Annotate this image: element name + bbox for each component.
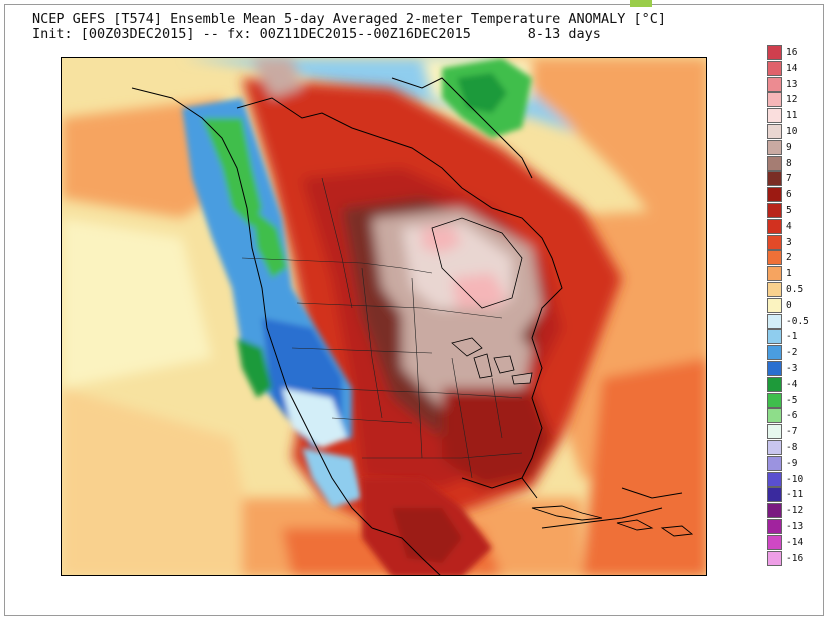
- colorbar-swatch: [767, 392, 782, 408]
- colorbar-label: 1: [786, 268, 792, 280]
- map-title: NCEP GEFS [T574] Ensemble Mean 5-day Ave…: [32, 11, 666, 27]
- colorbar-swatch: [767, 297, 782, 313]
- colorbar-swatch: [767, 487, 782, 503]
- colorbar-label: -10: [786, 473, 804, 485]
- colorbar-swatch: [767, 550, 782, 566]
- colorbar-swatch: [767, 424, 782, 440]
- political-borders: [241, 177, 523, 479]
- colorbar-label: 7: [786, 173, 792, 185]
- colorbar-swatch: [767, 187, 782, 203]
- colorbar-label: 3: [786, 236, 792, 248]
- colorbar-swatch: [767, 408, 782, 424]
- colorbar-label: 0.5: [786, 284, 804, 295]
- colorbar-swatch: [767, 534, 782, 550]
- colorbar-label: -16: [786, 552, 804, 564]
- colorbar-swatch: [767, 455, 782, 471]
- greenland-cold-anomaly: [442, 58, 532, 138]
- colorbar-label: -7: [786, 426, 798, 438]
- colorbar-label: -13: [786, 521, 804, 532]
- colorbar-label: 10: [786, 126, 798, 137]
- colorbar-swatch: [767, 60, 782, 76]
- great-lakes: [451, 337, 533, 385]
- colorbar-label: -3: [786, 363, 798, 374]
- colorbar-label: -9: [786, 457, 798, 469]
- colorbar-swatch: [767, 329, 782, 345]
- colorbar-swatch: [767, 376, 782, 392]
- colorbar-label: -14: [786, 536, 804, 548]
- colorbar-label: -1: [786, 331, 798, 343]
- colorbar-label: 4: [786, 220, 792, 232]
- colorbar-label: 8: [786, 157, 792, 169]
- coastlines: [131, 77, 683, 575]
- colorbar-swatch: [767, 155, 782, 171]
- colorbar-label: -11: [786, 489, 804, 501]
- colorbar-swatch: [767, 203, 782, 218]
- colorbar-swatch: [767, 361, 782, 376]
- colorbar-swatch: [767, 519, 782, 534]
- colorbar-swatch: [767, 92, 782, 108]
- colorbar-label: 12: [786, 94, 798, 106]
- colorbar-label: 5: [786, 205, 792, 216]
- colorbar-swatch: [767, 471, 782, 487]
- colorbar-swatch: [767, 234, 782, 250]
- colorbar-label: -12: [786, 505, 804, 517]
- colorbar-swatch: [767, 250, 782, 266]
- colorbar-swatch: [767, 503, 782, 519]
- western-cold-anomaly: [182, 98, 362, 508]
- colorbar-label: 0: [786, 299, 792, 311]
- colorbar-label: 2: [786, 252, 792, 264]
- mexico-warm-anomaly: [362, 478, 492, 575]
- caribbean-islands: [531, 505, 694, 537]
- colorbar-label: 9: [786, 141, 792, 153]
- map-subtitle: Init: [00Z03DEC2015] -- fx: 00Z11DEC2015…: [32, 26, 601, 42]
- corner-marker: [630, 0, 652, 7]
- colorbar-swatch: [767, 282, 782, 297]
- colorbar-label: 14: [786, 62, 798, 74]
- colorbar-label: -8: [786, 442, 798, 453]
- colorbar-swatch: [767, 266, 782, 282]
- colorbar-swatch: [767, 345, 782, 361]
- colorbar-label: -6: [786, 410, 798, 422]
- colorbar-swatch: [767, 45, 782, 60]
- colorbar-swatch: [767, 313, 782, 329]
- colorbar-label: 13: [786, 78, 798, 90]
- colorbar-label: 6: [786, 189, 792, 201]
- colorbar-swatch: [767, 171, 782, 187]
- hudson-bay: [431, 217, 523, 309]
- colorbar-label: 11: [786, 110, 798, 122]
- colorbar-swatch: [767, 124, 782, 139]
- colorbar-label: -2: [786, 347, 798, 359]
- colorbar-swatch: [767, 218, 782, 234]
- colorbar-label: 16: [786, 47, 798, 58]
- colorbar-swatch: [767, 76, 782, 92]
- colorbar-label: -5: [786, 394, 798, 406]
- colorbar-swatch: [767, 440, 782, 455]
- colorbar-label: -0.5: [786, 315, 809, 327]
- map-canvas: [62, 58, 706, 575]
- colorbar-swatch: [767, 108, 782, 124]
- anomaly-map: [61, 57, 707, 576]
- colorbar-swatch: [767, 139, 782, 155]
- colorbar-label: -4: [786, 378, 798, 390]
